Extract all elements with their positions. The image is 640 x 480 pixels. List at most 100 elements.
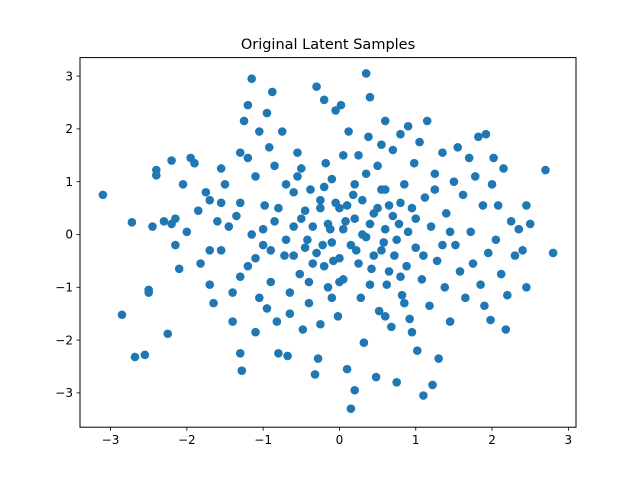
- x-tick-label: 1: [412, 433, 420, 447]
- data-point: [402, 261, 411, 271]
- data-point: [440, 282, 450, 292]
- data-point: [425, 301, 434, 311]
- data-point: [480, 301, 489, 311]
- data-point: [548, 248, 558, 258]
- data-point: [193, 206, 203, 216]
- data-point: [396, 272, 405, 282]
- data-point: [486, 315, 495, 325]
- data-point: [336, 100, 346, 110]
- data-point: [426, 222, 436, 231]
- data-point: [260, 201, 269, 210]
- data-point: [392, 235, 401, 245]
- x-tick-label: −1: [254, 433, 272, 447]
- data-point: [380, 116, 390, 126]
- data-point: [171, 214, 180, 223]
- data-point: [415, 137, 424, 147]
- data-point: [280, 251, 289, 260]
- data-point: [380, 312, 390, 321]
- data-point: [493, 201, 503, 210]
- data-point: [501, 325, 511, 334]
- data-point: [489, 153, 498, 163]
- data-point: [235, 272, 245, 282]
- data-point: [306, 185, 315, 194]
- data-point: [356, 293, 366, 303]
- data-point: [300, 243, 310, 252]
- data-point: [268, 87, 277, 97]
- data-point: [127, 218, 137, 227]
- data-point: [405, 314, 414, 324]
- data-point: [308, 259, 318, 268]
- data-point: [270, 161, 279, 171]
- data-point: [373, 203, 382, 213]
- data-point: [251, 327, 260, 337]
- data-point: [247, 74, 256, 84]
- data-point: [285, 309, 295, 318]
- data-point: [365, 280, 375, 289]
- data-point: [341, 216, 350, 226]
- data-point: [365, 92, 375, 102]
- data-point: [438, 148, 447, 157]
- data-point: [514, 224, 524, 234]
- data-point: [216, 198, 226, 208]
- data-point: [295, 269, 305, 279]
- data-point: [476, 280, 485, 289]
- data-point: [335, 253, 344, 263]
- data-point: [432, 256, 442, 266]
- x-axis: −3 −2 −1 0 1 2 3: [102, 427, 572, 447]
- data-point: [235, 198, 245, 208]
- y-tick-label: 1: [65, 175, 73, 189]
- data-point: [272, 317, 282, 326]
- data-point: [243, 100, 253, 110]
- data-point: [491, 235, 501, 245]
- plot-area: −3 −2 −1 0 1 2 3 −3 −2 −1 0 1 2 3: [55, 57, 577, 447]
- data-point: [387, 322, 396, 332]
- data-point: [163, 329, 173, 339]
- data-point: [522, 201, 531, 210]
- data-point: [503, 290, 512, 300]
- data-point: [281, 235, 291, 245]
- data-point: [430, 185, 440, 194]
- data-point: [235, 348, 245, 358]
- data-point: [312, 82, 321, 91]
- data-point: [289, 251, 298, 260]
- data-point: [396, 129, 405, 139]
- data-point: [98, 190, 108, 200]
- data-point: [323, 219, 333, 229]
- points-layer: [98, 69, 558, 414]
- data-point: [419, 391, 428, 400]
- data-point: [409, 158, 419, 168]
- data-point: [319, 182, 329, 192]
- data-point: [518, 246, 527, 255]
- data-point: [453, 143, 463, 152]
- data-point: [144, 288, 153, 297]
- y-tick-label: 3: [65, 69, 73, 83]
- data-point: [316, 203, 325, 213]
- data-point: [237, 366, 247, 376]
- data-point: [310, 370, 320, 379]
- data-point: [407, 327, 417, 337]
- data-point: [441, 209, 451, 218]
- data-point: [388, 211, 398, 221]
- data-point: [438, 240, 447, 250]
- data-point: [216, 164, 226, 173]
- data-point: [445, 227, 455, 237]
- data-point: [412, 346, 422, 355]
- data-point: [380, 185, 390, 194]
- data-point: [266, 246, 276, 255]
- data-point: [205, 246, 215, 255]
- data-point: [270, 216, 279, 226]
- data-point: [283, 351, 292, 361]
- data-point: [296, 164, 306, 173]
- data-point: [346, 240, 356, 250]
- data-point: [407, 203, 417, 213]
- data-point: [373, 161, 382, 171]
- data-point: [481, 129, 491, 139]
- data-point: [316, 195, 325, 205]
- data-point: [403, 121, 413, 131]
- data-point: [319, 95, 329, 105]
- data-point: [274, 348, 283, 358]
- data-point: [342, 201, 352, 210]
- data-point: [209, 298, 218, 308]
- data-point: [541, 165, 550, 175]
